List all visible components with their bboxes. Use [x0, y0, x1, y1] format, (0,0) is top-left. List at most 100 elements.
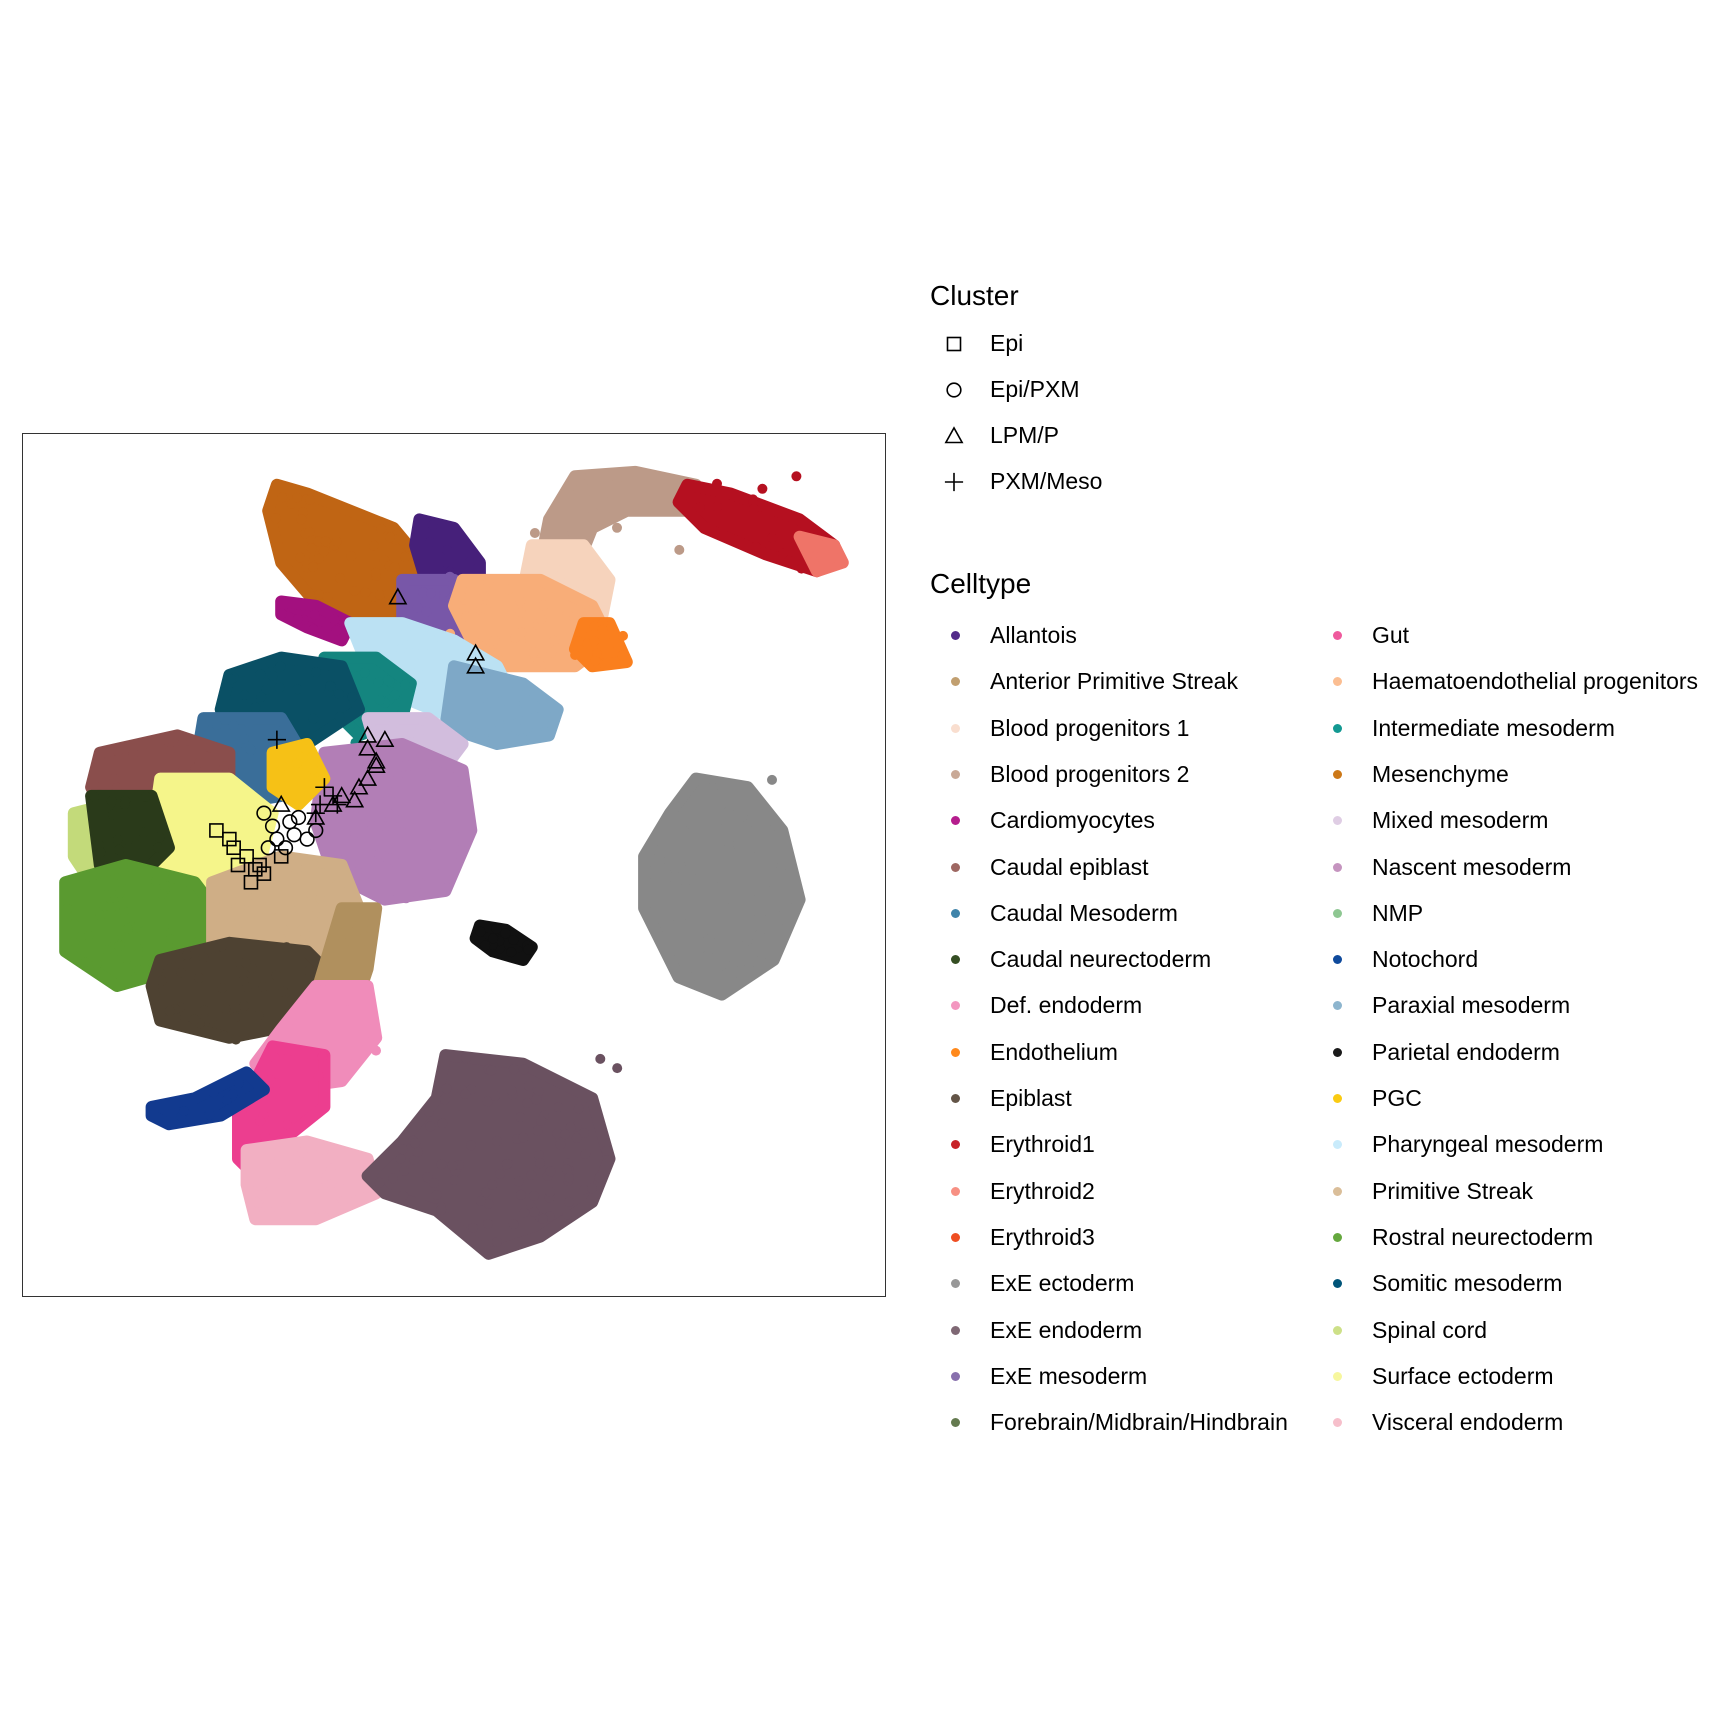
- cell-point: [278, 986, 289, 997]
- celltype-legend-label: Anterior Primitive Streak: [990, 668, 1238, 695]
- cell-point: [455, 844, 466, 855]
- cell-point: [444, 571, 455, 582]
- cell-point: [479, 734, 490, 745]
- cell-point: [601, 1145, 612, 1156]
- cell-point: [292, 614, 303, 625]
- cell-point: [308, 624, 319, 635]
- cell-point: [156, 975, 167, 986]
- cell-point: [423, 840, 434, 851]
- cell-point: [138, 827, 149, 838]
- cell-point: [720, 822, 731, 833]
- cell-point: [447, 1160, 458, 1171]
- cell-point: [198, 842, 209, 853]
- cell-point: [571, 1133, 582, 1144]
- cell-point: [329, 614, 340, 625]
- cell-point: [718, 813, 729, 824]
- cell-point: [407, 727, 418, 738]
- cell-point: [183, 785, 194, 795]
- cell-point: [179, 1106, 189, 1117]
- cell-point: [388, 1173, 398, 1184]
- cell-point: [642, 865, 653, 876]
- cell-point: [211, 901, 222, 912]
- marker-epi-pxm: [290, 809, 307, 826]
- cell-point: [245, 744, 256, 755]
- marker-epi: [273, 849, 289, 864]
- cell-point: [439, 586, 450, 597]
- cell-point: [361, 757, 372, 768]
- legend-swatch: [951, 862, 960, 872]
- cell-point: [334, 689, 345, 700]
- celltype-legend-label: Visceral endoderm: [1372, 1409, 1564, 1436]
- cell-point: [183, 799, 194, 809]
- legend-swatch: [951, 955, 960, 965]
- cell-point: [432, 788, 443, 798]
- cell-point: [468, 1222, 478, 1233]
- cell-point: [226, 917, 237, 928]
- cell-point: [771, 902, 782, 913]
- cell-point: [528, 647, 539, 658]
- cell-point: [171, 1012, 182, 1023]
- cell-point: [277, 761, 288, 772]
- cluster-nascent-mesoderm: [309, 738, 478, 906]
- cell-point: [707, 879, 718, 890]
- cell-point: [754, 929, 765, 940]
- cell-point: [411, 658, 422, 669]
- cell-point: [436, 1159, 447, 1170]
- cell-point: [583, 472, 594, 482]
- cell-point: [725, 928, 736, 939]
- celltype-legend-label: Forebrain/Midbrain/Hindbrain: [990, 1409, 1288, 1436]
- cell-point: [750, 541, 761, 552]
- marker-pxm-meso: [267, 730, 286, 749]
- legend-swatch: [951, 1371, 960, 1381]
- cell-point: [206, 800, 217, 811]
- cluster-legend-title: Cluster: [930, 280, 1019, 311]
- cell-point: [274, 682, 285, 693]
- cell-point: [448, 740, 459, 751]
- cell-point: [157, 993, 168, 1004]
- cell-point: [76, 931, 87, 942]
- cell-point: [742, 935, 753, 946]
- cell-point: [219, 1030, 230, 1041]
- cell-point: [492, 1136, 502, 1147]
- cell-point: [553, 1102, 564, 1113]
- cell-point: [690, 938, 700, 949]
- cell-point: [205, 715, 216, 726]
- cell-point: [99, 866, 109, 877]
- cell-point: [612, 1063, 623, 1074]
- cell-point: [454, 649, 465, 660]
- cell-point: [546, 720, 557, 731]
- cell-point: [374, 694, 385, 705]
- legend-swatch: [951, 1279, 960, 1289]
- cell-point: [389, 748, 400, 759]
- cell-point: [229, 1012, 240, 1023]
- cell-point: [570, 650, 581, 660]
- cell-point: [274, 1208, 284, 1219]
- cell-point: [306, 543, 317, 554]
- cell-point: [486, 1065, 497, 1076]
- cell-point: [519, 1207, 530, 1218]
- cell-point: [315, 893, 326, 904]
- cell-point: [555, 570, 566, 581]
- celltype-legend-label: Allantois: [990, 622, 1077, 648]
- cell-point: [261, 684, 272, 695]
- cell-point: [277, 492, 288, 503]
- cell-point: [528, 731, 539, 741]
- cell-point: [358, 875, 369, 885]
- cell-point: [167, 873, 178, 884]
- cell-point: [258, 981, 269, 992]
- cell-point: [281, 885, 292, 896]
- cell-point: [756, 948, 766, 959]
- cell-point: [531, 1094, 542, 1105]
- cell-point: [580, 1149, 591, 1160]
- cell-point: [401, 893, 411, 904]
- marker-pxm-meso: [328, 795, 347, 814]
- cell-point: [423, 1107, 434, 1117]
- cell-point: [545, 1186, 556, 1197]
- cell-point: [465, 556, 476, 567]
- cell-point: [260, 1131, 271, 1142]
- cell-point: [617, 650, 628, 661]
- celltype-legend-label: PGC: [1372, 1085, 1422, 1111]
- cell-point: [306, 889, 317, 900]
- cell-point: [494, 719, 505, 730]
- cell-point: [483, 1198, 494, 1209]
